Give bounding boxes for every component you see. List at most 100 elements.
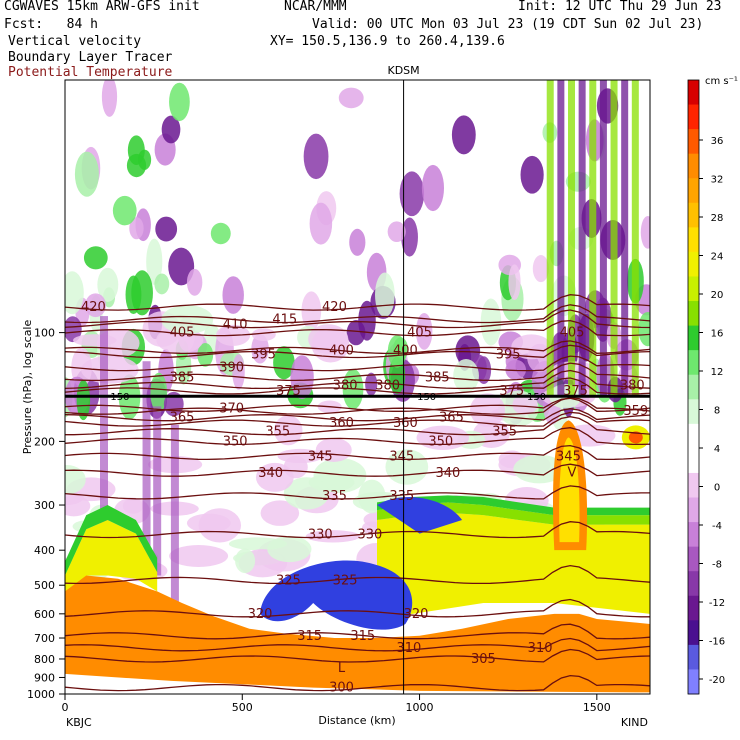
colorbar-label: 28 — [711, 213, 724, 224]
header-valid: Valid: 00 UTC Mon 03 Jul 23 (19 CDT Sun … — [312, 17, 704, 32]
velocity-cell — [315, 437, 352, 462]
tracer-band-yellow-left — [65, 519, 158, 592]
theta-contours: 420 420 415 410 405 405 405 400 400 395 395 390 385 3… — [65, 294, 650, 694]
boundary-layer-tracer — [65, 575, 650, 694]
velocity-cell — [112, 195, 137, 226]
velocity-cell — [161, 115, 181, 144]
y-tick-label: 400 — [34, 544, 55, 557]
velocity-cell — [374, 272, 395, 318]
colorbar-label: 12 — [711, 367, 724, 378]
wave-column — [610, 80, 618, 397]
velocity-cell — [513, 454, 566, 484]
colorbar-label: -16 — [709, 637, 725, 648]
theta-contour-360 — [65, 411, 650, 427]
left-endpoint-label: KBJC — [66, 716, 92, 729]
colorbar-swatch — [688, 129, 699, 155]
theta-label: 390 — [219, 361, 244, 376]
colorbar-swatch — [688, 522, 699, 548]
colorbar-swatch — [688, 669, 699, 695]
theta-label: 380 — [375, 378, 400, 393]
theta-contour-330 — [65, 521, 650, 539]
velocity-cell — [511, 334, 552, 360]
velocity-cell — [470, 393, 506, 427]
theta-label: 310 — [528, 641, 553, 656]
theta-contour-420 — [65, 294, 650, 311]
theta-label: 420 — [322, 300, 347, 315]
theta-label: 330 — [308, 528, 333, 543]
velocity-cell — [126, 153, 147, 178]
colorbar-swatch — [688, 644, 699, 670]
colorbar-units: cm s⁻¹ — [705, 76, 738, 87]
header-org: NCAR/MMM — [284, 0, 347, 14]
wave-column — [546, 80, 554, 397]
x-tick-label: 500 — [232, 701, 253, 714]
colorbar-label: 36 — [711, 136, 724, 147]
updraft-plume-core — [559, 437, 580, 543]
y-tick-label: 800 — [34, 653, 55, 666]
y-tick-label: 200 — [34, 435, 55, 448]
y-axis: 100 200 300 400 500 600 700 800 900 1000 — [27, 327, 65, 701]
downdraft-streak — [170, 424, 179, 603]
colorbar-swatch — [688, 301, 699, 327]
velocity-cell — [303, 133, 329, 180]
header-field-boundary-layer-tracer: Boundary Layer Tracer — [8, 50, 173, 65]
theta-contour-310 — [65, 637, 650, 652]
downdraft-streak — [153, 406, 162, 576]
colorbar-label: -4 — [712, 521, 722, 532]
velocity-cell — [251, 328, 276, 342]
x-axis-label: Distance (km) — [318, 714, 395, 727]
theta-label: 345 — [389, 449, 414, 464]
header-fcst: Fcst: 84 h — [4, 17, 98, 32]
wave-column — [631, 80, 639, 397]
velocity-cell — [267, 535, 312, 563]
theta-contour-325 — [65, 564, 650, 585]
theta-label: 355 — [265, 425, 290, 440]
v-marker: V — [568, 465, 577, 480]
theta-label: 405 — [170, 326, 195, 341]
theta-contour-300 — [65, 674, 650, 692]
y-tick-label: 100 — [34, 327, 55, 340]
velocity-cell — [387, 221, 406, 242]
velocity-cell — [65, 465, 86, 495]
velocity-cell — [283, 477, 330, 510]
velocity-cell — [415, 312, 433, 350]
velocity-cell — [83, 246, 108, 270]
velocity-cell — [520, 155, 544, 194]
theta-label: 380 — [620, 378, 645, 393]
wave-column — [589, 80, 597, 397]
theta-label: 365 — [170, 411, 195, 426]
theta-label: 340 — [435, 466, 460, 481]
y-tick-label: 1000 — [27, 688, 55, 701]
velocity-cell — [640, 215, 650, 249]
theta-label: 385 — [425, 370, 450, 385]
colorbar-label: 32 — [711, 175, 724, 186]
theta-label: 360 — [393, 416, 418, 431]
theta-label: 410 — [223, 318, 248, 333]
velocity-cell — [154, 273, 170, 295]
velocity-cell — [186, 268, 203, 296]
velocity-cell — [210, 222, 231, 245]
theta-contour-340 — [65, 463, 650, 477]
colorbar-swatch — [688, 153, 699, 179]
velocity-cell — [74, 151, 99, 197]
velocity-cell — [155, 216, 178, 242]
velocity-cell — [235, 548, 256, 574]
theta-label: 325 — [276, 573, 301, 588]
theta-label: 365 — [439, 411, 464, 426]
tropopause-label: 150 — [417, 392, 436, 403]
velocity-cell — [399, 171, 425, 217]
y-tick-label: 300 — [34, 499, 55, 512]
velocity-cell — [85, 293, 107, 318]
tracer-band-green-left — [65, 505, 158, 576]
downdraft-streak — [142, 361, 151, 576]
theta-contour-375 — [65, 377, 650, 395]
theta-label: 315 — [350, 629, 375, 644]
theta-label: 345 — [308, 449, 333, 464]
colorbar-swatch — [688, 546, 699, 572]
theta-label: 305 — [471, 652, 496, 667]
colorbar-swatch — [688, 80, 699, 106]
colorbar-label: -20 — [709, 675, 725, 686]
theta-contour-305 — [65, 648, 650, 663]
velocity-cell — [309, 202, 333, 245]
